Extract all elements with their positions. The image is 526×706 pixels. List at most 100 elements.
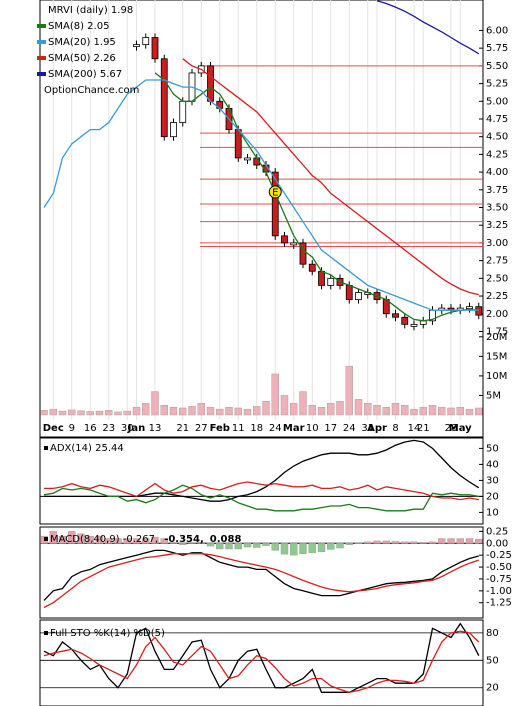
x-tick-label: 27 <box>195 423 208 434</box>
bar <box>234 543 242 550</box>
bar <box>40 410 48 416</box>
y-tick-label: 5M <box>486 390 501 401</box>
bar <box>456 538 464 544</box>
bar <box>475 538 483 544</box>
y-tick-label: 10M <box>486 371 507 382</box>
x-tick-label: 9 <box>69 423 75 434</box>
bar <box>169 406 178 416</box>
candle <box>244 157 251 161</box>
candle <box>207 65 214 102</box>
bar <box>68 409 76 416</box>
candle <box>392 313 399 318</box>
candle <box>318 270 325 286</box>
x-tick-label: 24 <box>269 423 282 434</box>
bar <box>354 399 363 416</box>
x-tick-label: 10 <box>306 423 319 434</box>
bar <box>243 543 252 548</box>
candle <box>160 58 168 138</box>
legend-entry: SMA(50) 2.26 <box>48 53 116 64</box>
x-tick-label: Dec <box>43 423 64 434</box>
bar <box>327 403 335 416</box>
x-tick-label: 8 <box>392 423 398 434</box>
legend-entry: 0.088 <box>210 534 242 545</box>
series-line <box>43 630 480 693</box>
source-label: OptionChance.com <box>44 85 139 96</box>
bar <box>253 406 261 416</box>
x-tick-label: 13 <box>149 423 162 434</box>
panel-frame <box>39 437 484 525</box>
series-line <box>43 553 480 609</box>
y-tick-label: 50 <box>486 655 499 666</box>
y-tick-label: 0.00 <box>486 538 508 549</box>
bar <box>49 531 57 544</box>
series-line <box>43 549 479 601</box>
bar <box>382 540 390 544</box>
series-line <box>154 72 479 322</box>
bar <box>197 403 205 416</box>
candle <box>401 316 409 325</box>
bar <box>142 538 150 544</box>
bar <box>465 538 474 544</box>
bar <box>373 405 381 416</box>
y-tick-label: 4.75 <box>486 114 508 125</box>
bar <box>160 538 168 544</box>
bar <box>280 543 289 555</box>
bar <box>438 538 446 544</box>
y-tick-label: -0.25 <box>486 550 512 561</box>
bar <box>438 406 446 416</box>
bar <box>206 543 215 547</box>
y-tick-label: 2.25 <box>486 291 508 302</box>
bar <box>419 406 427 416</box>
y-tick-label: 5.75 <box>486 43 508 54</box>
y-tick-label: 20 <box>486 683 499 694</box>
bar <box>428 541 437 544</box>
candle <box>355 292 362 300</box>
bar <box>234 407 242 416</box>
bar <box>169 542 178 544</box>
bar <box>364 541 372 544</box>
legend-swatch <box>37 56 46 60</box>
y-tick-label: 20M <box>486 332 507 343</box>
bar <box>77 533 85 544</box>
panel-frame <box>39 526 484 619</box>
bar <box>160 405 168 416</box>
x-tick-label: 24 <box>343 423 356 434</box>
bar <box>123 410 131 416</box>
legend-swatch <box>44 446 48 450</box>
bar <box>271 543 279 551</box>
bar <box>364 403 372 416</box>
bar <box>206 406 215 416</box>
series-line <box>44 481 479 501</box>
y-tick-label: 3.75 <box>486 185 508 196</box>
bar <box>114 411 122 416</box>
x-tick-label: 18 <box>250 423 263 434</box>
legend-swatch <box>37 72 46 76</box>
bar <box>197 542 205 544</box>
bar <box>86 411 94 416</box>
x-tick-label: 31 <box>361 423 374 434</box>
candle <box>475 306 483 316</box>
x-tick-label: Mar <box>283 423 305 434</box>
y-tick-label: 3.50 <box>486 203 508 214</box>
bar <box>336 543 344 549</box>
bar <box>179 543 187 545</box>
bar <box>95 535 104 544</box>
bar <box>290 403 298 416</box>
y-tick-label: 15M <box>486 351 507 362</box>
series-line <box>43 79 479 311</box>
x-tick-label: 14 <box>408 423 421 434</box>
legend-entry: SMA(8) 2.05 <box>48 21 109 32</box>
bar <box>401 405 409 416</box>
bar <box>299 543 307 554</box>
y-tick-label: -1.25 <box>486 598 512 609</box>
bar <box>410 541 418 544</box>
y-tick-label: 2.00 <box>486 309 508 320</box>
y-tick-label: 80 <box>486 628 499 639</box>
y-tick-label: -0.50 <box>486 562 512 573</box>
bar <box>262 401 270 416</box>
legend-entry: -0.354, <box>164 534 204 545</box>
bar <box>271 373 279 416</box>
bar <box>447 538 455 544</box>
candle <box>142 37 150 46</box>
